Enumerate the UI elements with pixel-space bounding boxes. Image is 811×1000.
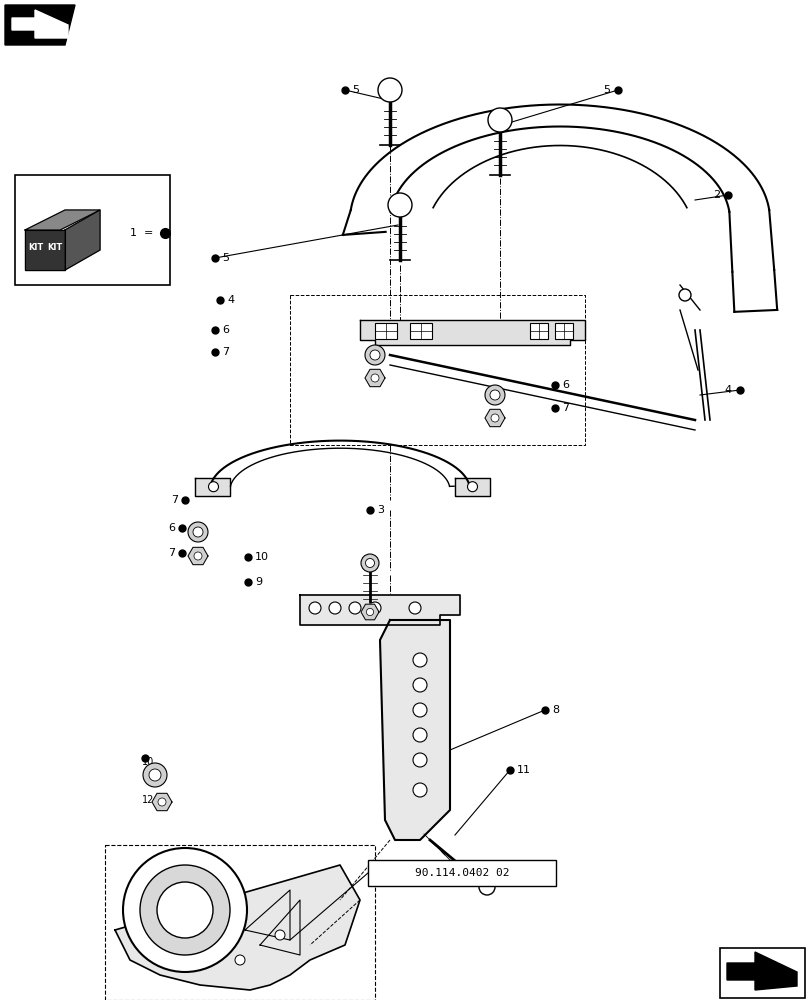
Circle shape xyxy=(409,602,420,614)
Polygon shape xyxy=(484,409,504,427)
Circle shape xyxy=(309,602,320,614)
Bar xyxy=(367,860,556,886)
Circle shape xyxy=(413,703,427,717)
Circle shape xyxy=(361,554,379,572)
Text: 9: 9 xyxy=(255,577,262,587)
Circle shape xyxy=(208,482,218,492)
Circle shape xyxy=(193,527,203,537)
Text: 4: 4 xyxy=(227,295,234,305)
Circle shape xyxy=(328,602,341,614)
Polygon shape xyxy=(359,320,584,345)
Circle shape xyxy=(349,602,361,614)
Polygon shape xyxy=(5,5,75,45)
Polygon shape xyxy=(726,952,796,990)
Circle shape xyxy=(234,955,245,965)
Text: KIT: KIT xyxy=(28,243,43,252)
Circle shape xyxy=(678,289,690,301)
Polygon shape xyxy=(25,210,100,230)
Circle shape xyxy=(413,678,427,692)
Bar xyxy=(410,323,431,339)
Circle shape xyxy=(148,769,161,781)
Bar xyxy=(554,323,573,339)
Text: 3: 3 xyxy=(376,505,384,515)
Circle shape xyxy=(413,728,427,742)
Circle shape xyxy=(370,350,380,360)
Circle shape xyxy=(413,783,427,797)
Polygon shape xyxy=(299,595,460,625)
Circle shape xyxy=(143,763,167,787)
Polygon shape xyxy=(365,369,384,387)
Text: 12: 12 xyxy=(142,795,154,805)
Text: 5: 5 xyxy=(351,85,358,95)
Text: 7: 7 xyxy=(561,403,569,413)
Circle shape xyxy=(371,374,379,382)
Circle shape xyxy=(489,390,500,400)
Circle shape xyxy=(478,879,495,895)
Circle shape xyxy=(484,385,504,405)
Bar xyxy=(15,175,169,285)
Text: 6: 6 xyxy=(221,325,229,335)
Text: 7: 7 xyxy=(221,347,229,357)
Circle shape xyxy=(413,753,427,767)
Text: 1  =: 1 = xyxy=(130,228,153,238)
Circle shape xyxy=(194,552,202,560)
Circle shape xyxy=(388,193,411,217)
Circle shape xyxy=(378,78,401,102)
Polygon shape xyxy=(380,620,449,840)
Polygon shape xyxy=(152,793,172,811)
Polygon shape xyxy=(25,230,65,270)
Text: 5: 5 xyxy=(221,253,229,263)
Text: KIT: KIT xyxy=(47,243,62,252)
Circle shape xyxy=(491,414,499,422)
Circle shape xyxy=(122,848,247,972)
Text: 6: 6 xyxy=(561,380,569,390)
Polygon shape xyxy=(65,210,100,270)
Text: 10: 10 xyxy=(255,552,268,562)
Circle shape xyxy=(139,865,230,955)
Bar xyxy=(375,323,397,339)
Text: 7: 7 xyxy=(168,548,175,558)
Circle shape xyxy=(487,108,512,132)
Polygon shape xyxy=(12,10,68,38)
Circle shape xyxy=(366,608,373,616)
Text: 11: 11 xyxy=(517,765,530,775)
Circle shape xyxy=(365,345,384,365)
Circle shape xyxy=(157,882,212,938)
Circle shape xyxy=(275,930,285,940)
Text: 7: 7 xyxy=(170,495,178,505)
Polygon shape xyxy=(188,547,208,565)
Text: 6: 6 xyxy=(168,523,175,533)
Circle shape xyxy=(368,602,380,614)
Text: 10: 10 xyxy=(142,757,154,767)
Polygon shape xyxy=(195,478,230,496)
Text: 4: 4 xyxy=(724,385,731,395)
Circle shape xyxy=(188,522,208,542)
Circle shape xyxy=(467,482,477,492)
Polygon shape xyxy=(454,478,489,496)
Circle shape xyxy=(413,653,427,667)
Polygon shape xyxy=(361,604,379,620)
Text: 5: 5 xyxy=(603,85,609,95)
Text: 8: 8 xyxy=(551,705,559,715)
Text: 90.114.0402 02: 90.114.0402 02 xyxy=(414,868,508,878)
Circle shape xyxy=(365,558,374,568)
Bar xyxy=(719,948,804,998)
Bar xyxy=(530,323,547,339)
Polygon shape xyxy=(115,865,359,990)
Circle shape xyxy=(158,798,165,806)
Text: 2: 2 xyxy=(712,190,719,200)
